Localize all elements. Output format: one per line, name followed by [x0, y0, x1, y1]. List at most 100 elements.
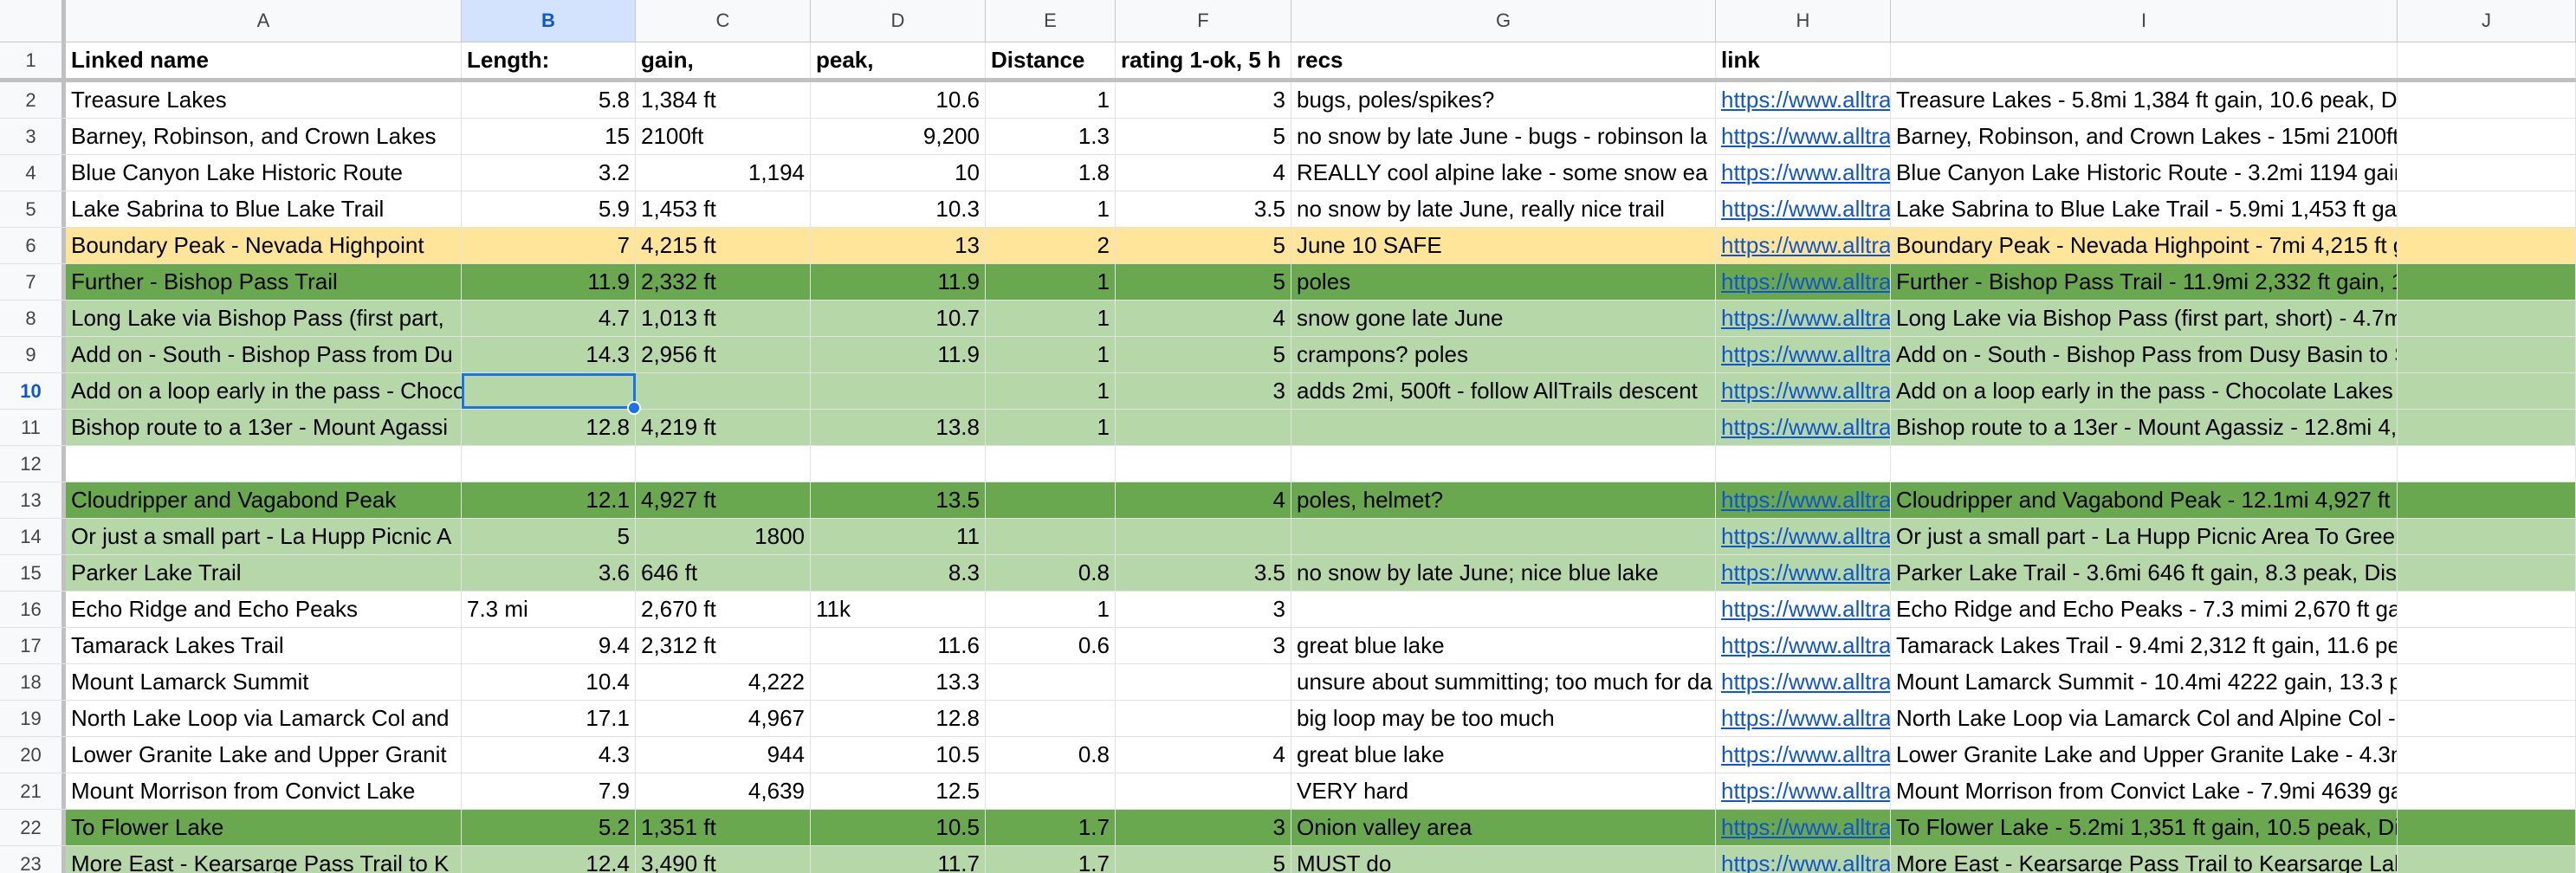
- cell-a3[interactable]: Barney, Robinson, and Crown Lakes: [66, 119, 462, 154]
- cell-c23[interactable]: 3,490 ft: [636, 846, 811, 873]
- cell-f10[interactable]: 3: [1116, 373, 1291, 409]
- cell-b7[interactable]: 11.9: [462, 264, 636, 300]
- cell-j6[interactable]: [2398, 228, 2576, 263]
- cell-a15[interactable]: Parker Lake Trail: [66, 555, 462, 591]
- cell-e17[interactable]: 0.6: [986, 628, 1116, 663]
- cell-b6[interactable]: 7: [462, 228, 636, 263]
- cell-h21[interactable]: https://www.alltra: [1716, 773, 1891, 809]
- cell-d10[interactable]: [811, 373, 986, 409]
- cell-f11[interactable]: [1116, 410, 1291, 445]
- cell-j4[interactable]: [2398, 155, 2576, 191]
- cell-h7[interactable]: https://www.alltra: [1716, 264, 1891, 300]
- cell-d17[interactable]: 11.6: [811, 628, 986, 663]
- active-cell-b10[interactable]: [462, 373, 641, 415]
- cell-j19[interactable]: [2398, 701, 2576, 736]
- cell-e1[interactable]: Distance: [986, 42, 1116, 78]
- cell-f16[interactable]: 3: [1116, 592, 1291, 627]
- cell-a1[interactable]: Linked name: [66, 42, 462, 78]
- cell-d11[interactable]: 13.8: [811, 410, 986, 445]
- cell-c1[interactable]: gain,: [636, 42, 811, 78]
- cell-h6[interactable]: https://www.alltra: [1716, 228, 1891, 263]
- row-header-9[interactable]: 9: [0, 337, 66, 372]
- row-header-22[interactable]: 22: [0, 810, 66, 845]
- cell-b5[interactable]: 5.9: [462, 191, 636, 227]
- column-header-g[interactable]: G: [1291, 0, 1716, 42]
- cell-i9[interactable]: Add on - South - Bishop Pass from Dusy B…: [1891, 337, 2398, 372]
- cell-g13[interactable]: poles, helmet?: [1291, 482, 1716, 518]
- cell-f8[interactable]: 4: [1116, 301, 1291, 336]
- cell-f21[interactable]: [1116, 773, 1291, 809]
- cell-d19[interactable]: 12.8: [811, 701, 986, 736]
- row-header-17[interactable]: 17: [0, 628, 66, 663]
- cell-c9[interactable]: 2,956 ft: [636, 337, 811, 372]
- cell-a23[interactable]: More East - Kearsarge Pass Trail to K: [66, 846, 462, 873]
- cell-g11[interactable]: [1291, 410, 1716, 445]
- cell-b19[interactable]: 17.1: [462, 701, 636, 736]
- row-header-4[interactable]: 4: [0, 155, 66, 191]
- cell-b18[interactable]: 10.4: [462, 664, 636, 700]
- cell-c5[interactable]: 1,453 ft: [636, 191, 811, 227]
- cell-f14[interactable]: [1116, 519, 1291, 554]
- cell-c19[interactable]: 4,967: [636, 701, 811, 736]
- cell-e11[interactable]: 1: [986, 410, 1116, 445]
- cell-i10[interactable]: Add on a loop early in the pass - Chocol…: [1891, 373, 2398, 409]
- cell-j12[interactable]: [2398, 446, 2576, 482]
- row-header-6[interactable]: 6: [0, 228, 66, 263]
- cell-g3[interactable]: no snow by late June - bugs - robinson l…: [1291, 119, 1716, 154]
- cell-a10[interactable]: Add on a loop early in the pass - Chocol…: [66, 373, 625, 409]
- cell-d14[interactable]: 11: [811, 519, 986, 554]
- cell-g18[interactable]: unsure about summitting; too much for da: [1291, 664, 1716, 700]
- cell-g14[interactable]: [1291, 519, 1716, 554]
- cell-j13[interactable]: [2398, 482, 2576, 518]
- cell-d3[interactable]: 9,200: [811, 119, 986, 154]
- cell-i11[interactable]: Bishop route to a 13er - Mount Agassiz -…: [1891, 410, 2398, 445]
- cell-i1[interactable]: [1891, 42, 2398, 78]
- cell-a4[interactable]: Blue Canyon Lake Historic Route: [66, 155, 462, 191]
- cell-e9[interactable]: 1: [986, 337, 1116, 372]
- row-header-11[interactable]: 11: [0, 410, 66, 445]
- row-header-7[interactable]: 7: [0, 264, 66, 300]
- fill-handle[interactable]: [627, 401, 641, 415]
- row-header-20[interactable]: 20: [0, 737, 66, 773]
- cell-j5[interactable]: [2398, 191, 2576, 227]
- cell-a19[interactable]: North Lake Loop via Lamarck Col and: [66, 701, 462, 736]
- row-header-18[interactable]: 18: [0, 664, 66, 700]
- cell-j23[interactable]: [2398, 846, 2576, 873]
- cell-d16[interactable]: 11k: [811, 592, 986, 627]
- cell-f15[interactable]: 3.5: [1116, 555, 1291, 591]
- cell-f3[interactable]: 5: [1116, 119, 1291, 154]
- cell-i12[interactable]: [1891, 446, 2398, 482]
- cell-c17[interactable]: 2,312 ft: [636, 628, 811, 663]
- cell-e14[interactable]: [986, 519, 1116, 554]
- cell-j2[interactable]: [2398, 82, 2576, 118]
- cell-d8[interactable]: 10.7: [811, 301, 986, 336]
- cell-c20[interactable]: 944: [636, 737, 811, 773]
- cell-b23[interactable]: 12.4: [462, 846, 636, 873]
- cell-g23[interactable]: MUST do: [1291, 846, 1716, 873]
- cell-j7[interactable]: [2398, 264, 2576, 300]
- cell-e10[interactable]: 1: [986, 373, 1116, 409]
- cell-d9[interactable]: 11.9: [811, 337, 986, 372]
- cell-c7[interactable]: 2,332 ft: [636, 264, 811, 300]
- cell-h17[interactable]: https://www.alltra: [1716, 628, 1891, 663]
- cell-g10[interactable]: adds 2mi, 500ft - follow AllTrails desce…: [1291, 373, 1716, 409]
- cell-b2[interactable]: 5.8: [462, 82, 636, 118]
- cell-g16[interactable]: [1291, 592, 1716, 627]
- cell-h3[interactable]: https://www.alltra: [1716, 119, 1891, 154]
- cell-j21[interactable]: [2398, 773, 2576, 809]
- cell-c8[interactable]: 1,013 ft: [636, 301, 811, 336]
- cell-a17[interactable]: Tamarack Lakes Trail: [66, 628, 462, 663]
- cell-e3[interactable]: 1.3: [986, 119, 1116, 154]
- cell-c22[interactable]: 1,351 ft: [636, 810, 811, 845]
- column-header-a[interactable]: A: [66, 0, 462, 42]
- cell-h13[interactable]: https://www.alltra: [1716, 482, 1891, 518]
- cell-a6[interactable]: Boundary Peak - Nevada Highpoint: [66, 228, 462, 263]
- cell-f18[interactable]: [1116, 664, 1291, 700]
- cell-e23[interactable]: 1.7: [986, 846, 1116, 873]
- cell-i5[interactable]: Lake Sabrina to Blue Lake Trail - 5.9mi …: [1891, 191, 2398, 227]
- cell-i7[interactable]: Further - Bishop Pass Trail - 11.9mi 2,3…: [1891, 264, 2398, 300]
- cell-a22[interactable]: To Flower Lake: [66, 810, 462, 845]
- cell-g7[interactable]: poles: [1291, 264, 1716, 300]
- cell-b4[interactable]: 3.2: [462, 155, 636, 191]
- cell-e4[interactable]: 1.8: [986, 155, 1116, 191]
